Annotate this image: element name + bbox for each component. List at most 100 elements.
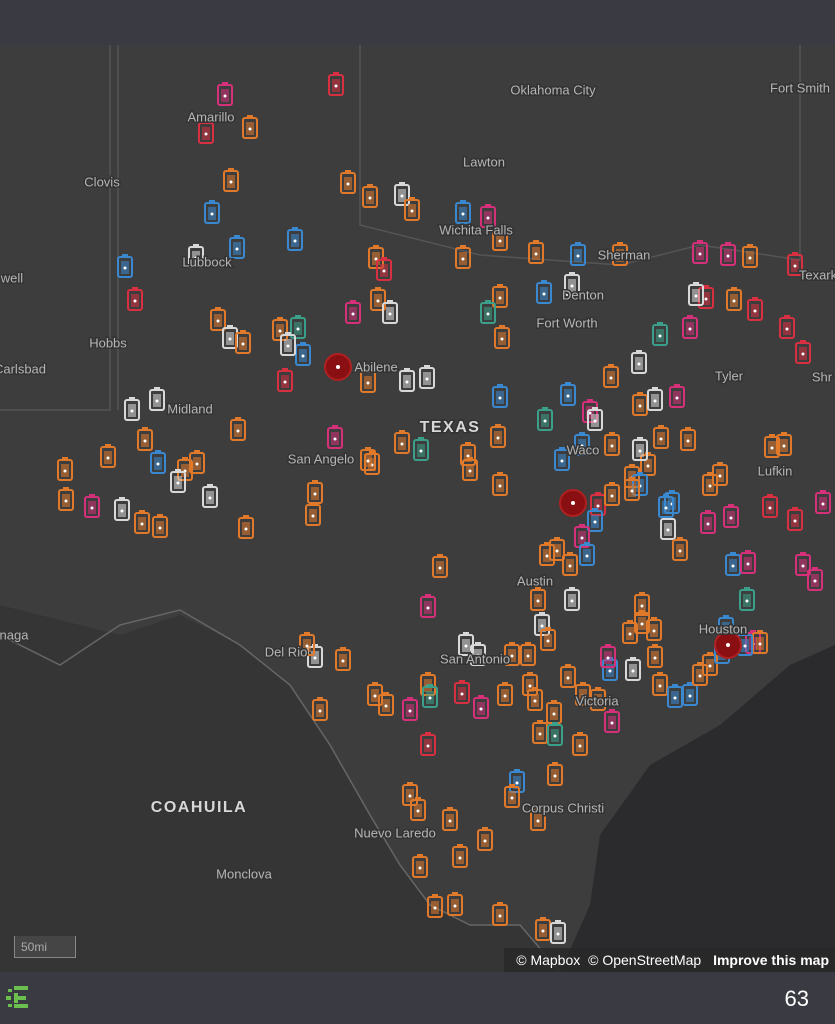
charger-marker[interactable]	[312, 697, 328, 721]
charger-marker[interactable]	[536, 280, 552, 304]
charger-marker[interactable]	[604, 432, 620, 456]
charger-marker[interactable]	[58, 487, 74, 511]
charger-marker[interactable]	[492, 902, 508, 926]
charger-marker[interactable]	[422, 684, 438, 708]
charger-marker[interactable]	[562, 552, 578, 576]
charger-marker[interactable]	[723, 504, 739, 528]
charger-marker[interactable]	[402, 697, 418, 721]
charger-marker[interactable]	[742, 244, 758, 268]
charger-marker[interactable]	[547, 722, 563, 746]
charger-marker[interactable]	[382, 300, 398, 324]
charger-marker[interactable]	[170, 469, 186, 493]
charger-marker[interactable]	[189, 450, 205, 474]
charger-marker[interactable]	[527, 687, 543, 711]
charger-marker[interactable]	[590, 687, 606, 711]
charger-marker[interactable]	[217, 82, 233, 106]
charger-marker[interactable]	[600, 644, 616, 668]
charger-marker[interactable]	[490, 424, 506, 448]
charger-marker[interactable]	[574, 432, 590, 456]
charger-marker[interactable]	[455, 245, 471, 269]
charger-marker[interactable]	[504, 642, 520, 666]
charger-marker[interactable]	[587, 407, 603, 431]
charger-marker[interactable]	[360, 447, 376, 471]
charger-marker[interactable]	[692, 240, 708, 264]
charger-marker[interactable]	[378, 692, 394, 716]
charger-marker[interactable]	[394, 430, 410, 454]
charger-marker[interactable]	[564, 587, 580, 611]
charger-marker[interactable]	[807, 567, 823, 591]
charger-marker[interactable]	[702, 652, 718, 676]
charger-marker[interactable]	[537, 407, 553, 431]
charger-marker[interactable]	[432, 554, 448, 578]
charger-marker[interactable]	[100, 444, 116, 468]
charger-marker[interactable]	[452, 844, 468, 868]
charger-marker[interactable]	[410, 797, 426, 821]
charger-marker[interactable]	[412, 854, 428, 878]
attribution-link[interactable]: © Mapbox	[516, 952, 581, 968]
charger-marker[interactable]	[795, 340, 811, 364]
charger-marker[interactable]	[117, 254, 133, 278]
charger-marker[interactable]	[539, 542, 555, 566]
charger-marker[interactable]	[84, 494, 100, 518]
charger-marker[interactable]	[287, 227, 303, 251]
charger-marker[interactable]	[779, 315, 795, 339]
charger-marker[interactable]	[682, 682, 698, 706]
charger-marker[interactable]	[473, 695, 489, 719]
charger-marker[interactable]	[420, 594, 436, 618]
charger-marker[interactable]	[280, 332, 296, 356]
logo[interactable]	[6, 984, 34, 1012]
charger-marker[interactable]	[295, 342, 311, 366]
charger-marker[interactable]	[540, 627, 556, 651]
charger-marker[interactable]	[554, 447, 570, 471]
charger-marker[interactable]	[570, 242, 586, 266]
charger-marker[interactable]	[604, 482, 620, 506]
charger-marker[interactable]	[528, 240, 544, 264]
charger-marker[interactable]	[442, 807, 458, 831]
charger-marker[interactable]	[795, 552, 811, 576]
charger-marker[interactable]	[492, 284, 508, 308]
charger-marker[interactable]	[242, 115, 258, 139]
charger-marker[interactable]	[480, 300, 496, 324]
charger-marker[interactable]	[114, 497, 130, 521]
charger-marker[interactable]	[672, 537, 688, 561]
charger-marker[interactable]	[299, 632, 315, 656]
charger-marker[interactable]	[419, 365, 435, 389]
charger-marker[interactable]	[530, 587, 546, 611]
charger-marker[interactable]	[497, 682, 513, 706]
charger-marker[interactable]	[509, 769, 525, 793]
charger-marker[interactable]	[669, 384, 685, 408]
charger-marker[interactable]	[492, 227, 508, 251]
charger-marker[interactable]	[307, 480, 323, 504]
charger-marker[interactable]	[149, 387, 165, 411]
charger-marker[interactable]	[134, 510, 150, 534]
charger-marker[interactable]	[370, 287, 386, 311]
charger-marker[interactable]	[223, 168, 239, 192]
charger-marker[interactable]	[720, 242, 736, 266]
charger-marker[interactable]	[624, 477, 640, 501]
charger-marker[interactable]	[462, 457, 478, 481]
cluster-marker[interactable]	[324, 353, 352, 381]
charger-marker[interactable]	[739, 587, 755, 611]
charger-marker[interactable]	[360, 369, 376, 393]
charger-marker[interactable]	[726, 287, 742, 311]
charger-marker[interactable]	[530, 807, 546, 831]
charger-marker[interactable]	[470, 642, 486, 666]
charger-marker[interactable]	[455, 200, 471, 224]
charger-marker[interactable]	[202, 484, 218, 508]
charger-marker[interactable]	[362, 184, 378, 208]
charger-marker[interactable]	[587, 508, 603, 532]
charger-marker[interactable]	[152, 514, 168, 538]
charger-marker[interactable]	[787, 252, 803, 276]
charger-marker[interactable]	[612, 242, 628, 266]
attribution-link[interactable]: © OpenStreetMap	[588, 952, 702, 968]
charger-marker[interactable]	[632, 437, 648, 461]
charger-marker[interactable]	[290, 315, 306, 339]
charger-marker[interactable]	[210, 307, 226, 331]
charger-marker[interactable]	[198, 120, 214, 144]
charger-marker[interactable]	[762, 494, 778, 518]
charger-marker[interactable]	[747, 297, 763, 321]
charger-marker[interactable]	[680, 427, 696, 451]
charger-marker[interactable]	[480, 204, 496, 228]
charger-marker[interactable]	[658, 494, 674, 518]
charger-marker[interactable]	[127, 287, 143, 311]
